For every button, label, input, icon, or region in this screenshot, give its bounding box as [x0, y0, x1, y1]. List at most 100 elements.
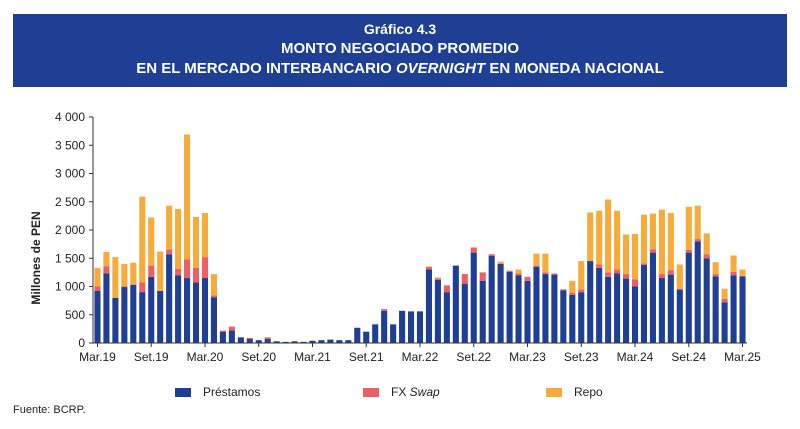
bar-fxswap-5: [139, 282, 146, 293]
bar-repo-66: [685, 206, 692, 250]
bar-prestamos-48: [524, 280, 531, 343]
bar-repo-64: [667, 213, 674, 271]
legend-item-repo: Repo: [546, 385, 603, 399]
bar-repo-6: [148, 217, 155, 266]
bar-prestamos-24: [309, 340, 316, 343]
bar-prestamos-7: [157, 291, 164, 343]
bar-prestamos-17: [246, 339, 253, 343]
bar-prestamos-47: [515, 275, 522, 343]
bar-prestamos-8: [166, 254, 173, 343]
y-tick-label-6: 3 000: [55, 167, 85, 181]
bar-prestamos-16: [237, 337, 244, 343]
x-tick-label-7: Set.22: [456, 350, 491, 364]
bar-repo-55: [587, 212, 594, 262]
bar-repo-61: [640, 214, 648, 264]
bar-prestamos-49: [533, 266, 540, 343]
bar-fxswap-32: [381, 309, 388, 311]
bar-prestamos-62: [649, 252, 656, 343]
bar-fxswap-41: [461, 274, 468, 284]
bar-prestamos-46: [506, 271, 513, 343]
bar-prestamos-19: [264, 339, 271, 343]
bar-fxswap-42: [470, 247, 477, 253]
y-tick-label-1: 500: [65, 308, 85, 322]
x-tick-label-5: Set.21: [349, 350, 384, 364]
bar-prestamos-52: [560, 290, 567, 343]
bar-fxswap-11: [192, 267, 200, 283]
y-tick-label-3: 1 500: [55, 251, 85, 265]
bar-prestamos-64: [667, 274, 674, 343]
bar-prestamos-50: [542, 274, 549, 343]
bar-prestamos-37: [425, 269, 432, 343]
bar-prestamos-58: [614, 273, 621, 343]
bar-fxswap-48: [524, 276, 531, 281]
bar-fxswap-47: [515, 273, 522, 276]
bar-repo-72: [739, 269, 746, 276]
source-note: Fuente: BCRP.: [13, 404, 86, 416]
legend: Préstamos FX Swap Repo: [0, 385, 800, 401]
bar-prestamos-29: [354, 327, 361, 343]
y-tick-label-7: 3 500: [55, 138, 85, 152]
bar-prestamos-28: [345, 340, 352, 343]
bar-fxswap-1: [103, 266, 110, 274]
bar-fxswap-0: [94, 286, 101, 292]
bar-repo-9: [175, 209, 182, 269]
bar-prestamos-27: [336, 340, 343, 343]
bar-repo-3: [121, 263, 128, 287]
bar-prestamos-9: [175, 275, 182, 343]
bar-prestamos-57: [605, 276, 612, 343]
bar-fxswap-3: [121, 286, 128, 288]
legend-label-repo: Repo: [574, 385, 603, 399]
title-banner: Gráfico 4.3 MONTO NEGOCIADO PROMEDIO EN …: [13, 14, 787, 87]
bar-fxswap-14: [219, 330, 226, 332]
bar-prestamos-35: [408, 311, 415, 343]
bar-repo-59: [623, 234, 630, 275]
bar-prestamos-56: [596, 267, 603, 343]
bar-prestamos-65: [676, 289, 683, 343]
x-tick-label-1: Set.19: [134, 350, 169, 364]
bar-prestamos-51: [551, 274, 558, 343]
bar-prestamos-32: [381, 310, 388, 343]
bar-fxswap-68: [703, 254, 710, 259]
bar-prestamos-45: [497, 263, 504, 343]
bar-fxswap-4: [130, 284, 137, 285]
bar-fxswap-50: [542, 272, 549, 275]
bar-repo-49: [533, 253, 540, 266]
bar-repo-2: [112, 257, 119, 298]
legend-swatch-prestamos: [175, 387, 191, 397]
bar-prestamos-26: [327, 339, 334, 343]
bar-fxswap-62: [649, 249, 656, 253]
x-tick-label-6: Mar.22: [402, 350, 439, 364]
bar-fxswap-66: [685, 249, 692, 253]
y-axis-label: Millones de PEN: [29, 211, 43, 304]
bar-prestamos-55: [587, 261, 594, 343]
bar-fxswap-70: [721, 298, 728, 303]
bar-fxswap-72: [739, 275, 746, 277]
bar-prestamos-18: [255, 340, 262, 343]
x-tick-label-0: Mar.19: [79, 350, 116, 364]
bar-fxswap-67: [694, 239, 701, 242]
bar-repo-13: [210, 274, 217, 296]
bar-prestamos-36: [416, 311, 424, 343]
bar-prestamos-23: [300, 341, 307, 343]
bar-prestamos-3: [121, 287, 128, 343]
bar-prestamos-33: [390, 324, 397, 343]
bars-group: [94, 134, 746, 343]
bar-repo-47: [515, 269, 522, 274]
bar-fxswap-15: [228, 326, 235, 331]
bar-prestamos-71: [730, 275, 737, 343]
bar-fxswap-9: [175, 268, 182, 276]
bar-repo-10: [184, 134, 191, 260]
bar-fxswap-53: [569, 292, 576, 295]
bar-fxswap-51: [551, 273, 558, 275]
bar-prestamos-69: [712, 276, 719, 343]
bar-fxswap-58: [614, 269, 621, 274]
bar-fxswap-56: [596, 264, 603, 268]
stacked-bar-chart: Millones de PEN 0 500 1 000 1 500 2 000 2 500…: [29, 110, 761, 364]
bar-repo-8: [166, 205, 173, 250]
bar-fxswap-17: [246, 337, 253, 340]
y-axis: 0 500 1 000 1 500 2 000 2 500 3 000 3 500 4 000: [55, 110, 94, 350]
bar-prestamos-53: [569, 294, 576, 343]
bar-prestamos-60: [631, 286, 639, 343]
bar-prestamos-11: [192, 282, 200, 343]
chart-title-line1: MONTO NEGOCIADO PROMEDIO: [280, 40, 520, 57]
